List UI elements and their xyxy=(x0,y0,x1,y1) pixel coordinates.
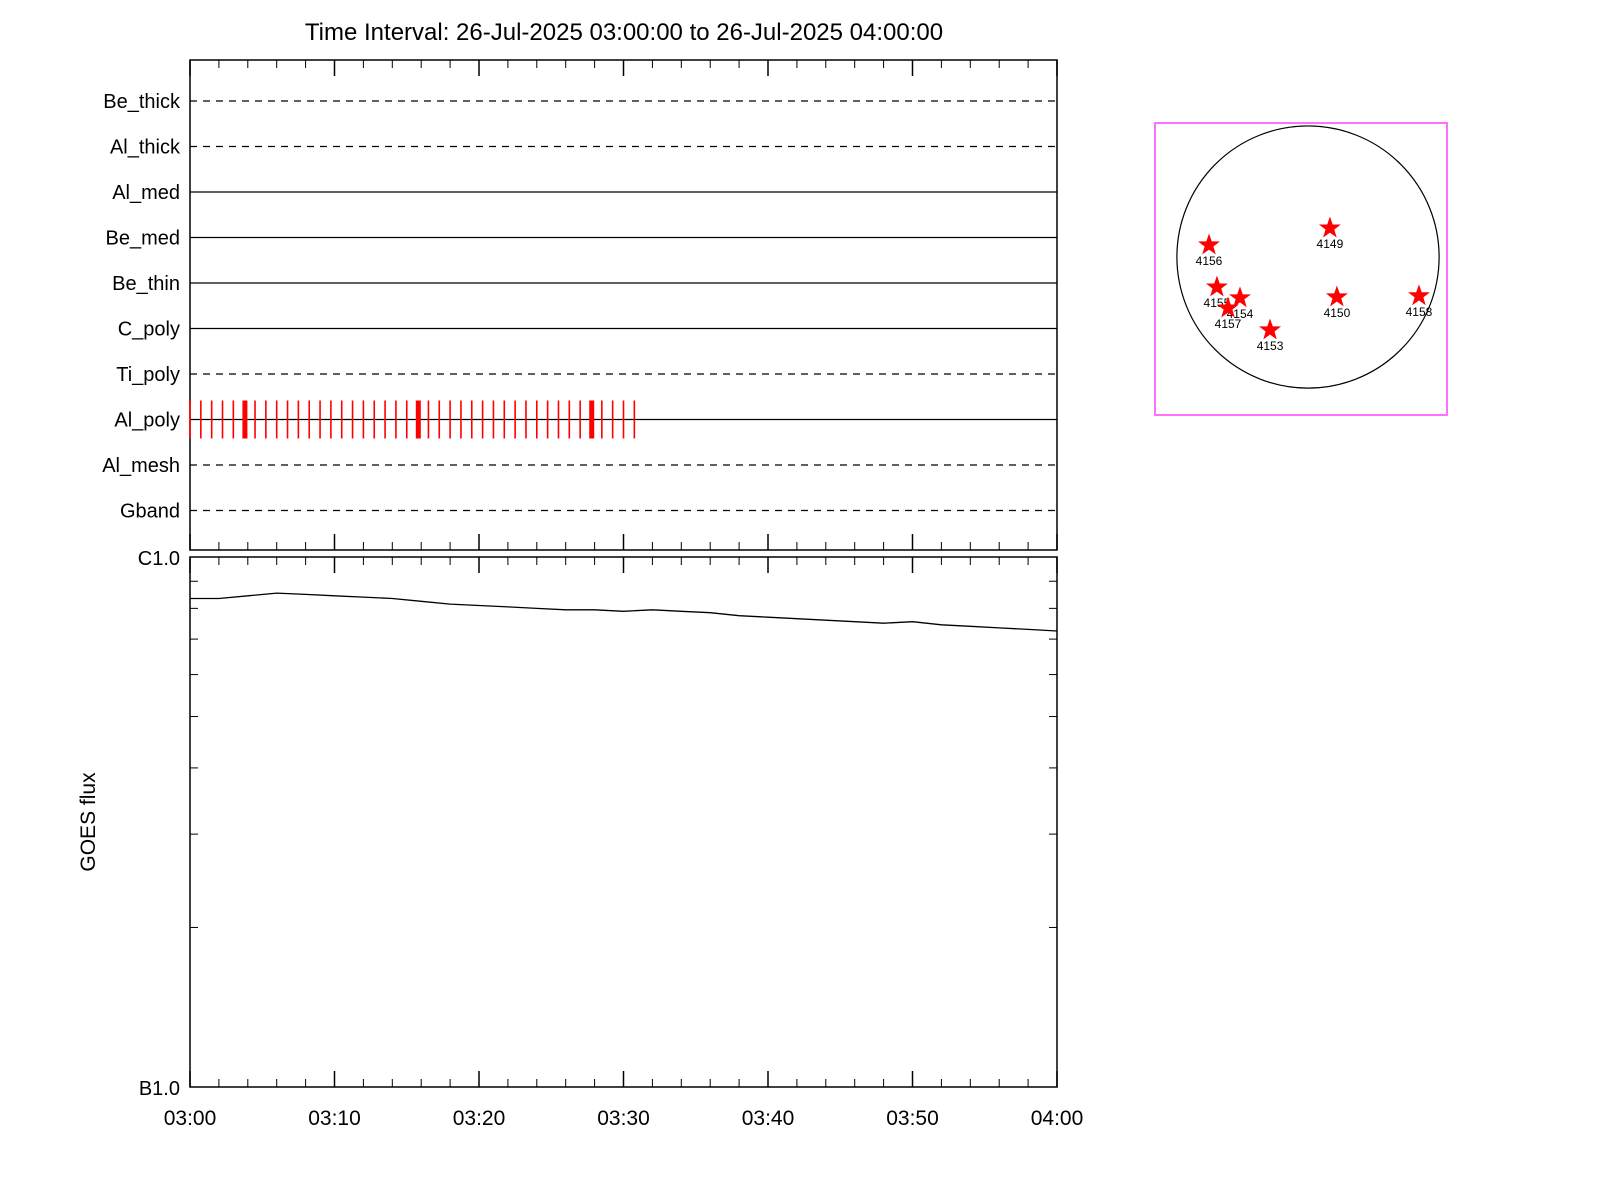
filter-panel-x-ticks xyxy=(189,60,1058,550)
filter-row-label-Al_mesh: Al_mesh xyxy=(102,455,180,477)
goes-panel-ticks xyxy=(189,557,1058,1087)
filter-row-label-Al_med: Al_med xyxy=(112,182,180,204)
sun-inset-frame xyxy=(1154,122,1448,416)
x-tick-label-04:00: 04:00 xyxy=(1031,1107,1084,1130)
active-region-star-4155 xyxy=(1205,275,1228,297)
al-poly-exposure-ticks xyxy=(189,400,636,439)
goes-ytick-label-C1.0: C1.0 xyxy=(138,548,180,570)
goes-flux-panel: C1.0 B1.0 03:00 03:10 03:20 03:30 03:40 03:50 04… xyxy=(77,548,1083,1130)
active-region-star-4154 xyxy=(1229,286,1251,308)
goes-ytick-label-B1.0: B1.0 xyxy=(139,1078,180,1100)
goes-flux-line xyxy=(190,592,1058,632)
x-tick-label-03:20: 03:20 xyxy=(453,1107,506,1130)
active-region-star-4150 xyxy=(1325,285,1348,307)
filter-row-label-C_poly: C_poly xyxy=(118,319,180,341)
filter-row-label-Be_med: Be_med xyxy=(106,228,181,250)
filter-row-label-Gband: Gband xyxy=(120,501,180,523)
active-region-label-4156: 4156 xyxy=(1196,254,1223,268)
active-region-label-4153: 4153 xyxy=(1257,339,1284,353)
x-tick-label-03:00: 03:00 xyxy=(164,1107,217,1130)
goes-y-axis-label: GOES flux xyxy=(77,772,100,872)
solar-disk-limb xyxy=(1176,125,1440,389)
chart-title: Time Interval: 26-Jul-2025 03:00:00 to 2… xyxy=(305,19,943,46)
filter-row-label-Be_thin: Be_thin xyxy=(112,273,180,295)
active-region-label-4150: 4150 xyxy=(1324,306,1351,320)
active-region-star-4158 xyxy=(1408,284,1430,306)
filter-row-label-Al_thick: Al_thick xyxy=(110,137,181,159)
active-region-label-4158: 4158 xyxy=(1406,305,1433,319)
active-region-label-4149: 4149 xyxy=(1317,237,1344,251)
filter-timeline-panel: Be_thick Al_thick Al_med Be_med Be_thin C_pol… xyxy=(102,59,1058,551)
active-region-label-4154: 4154 xyxy=(1227,307,1254,321)
active-region-star-4149 xyxy=(1318,216,1341,238)
filter-row-label-Ti_poly: Ti_poly xyxy=(116,364,180,386)
filter-row-label-Al_poly: Al_poly xyxy=(114,410,180,432)
active-region-star-4157 xyxy=(1217,296,1239,318)
filter-panel-frame xyxy=(189,59,1058,551)
x-tick-label-03:30: 03:30 xyxy=(597,1107,650,1130)
active-region-label-4157: 4157 xyxy=(1215,317,1242,331)
goes-panel-frame xyxy=(189,556,1058,1088)
active-region-star-4153 xyxy=(1259,318,1282,340)
filter-row-label-Be_thick: Be_thick xyxy=(103,91,181,113)
active-region-star-4156 xyxy=(1198,233,1220,255)
x-tick-label-03:50: 03:50 xyxy=(886,1107,939,1130)
x-tick-label-03:10: 03:10 xyxy=(308,1107,361,1130)
x-tick-label-03:40: 03:40 xyxy=(742,1107,795,1130)
